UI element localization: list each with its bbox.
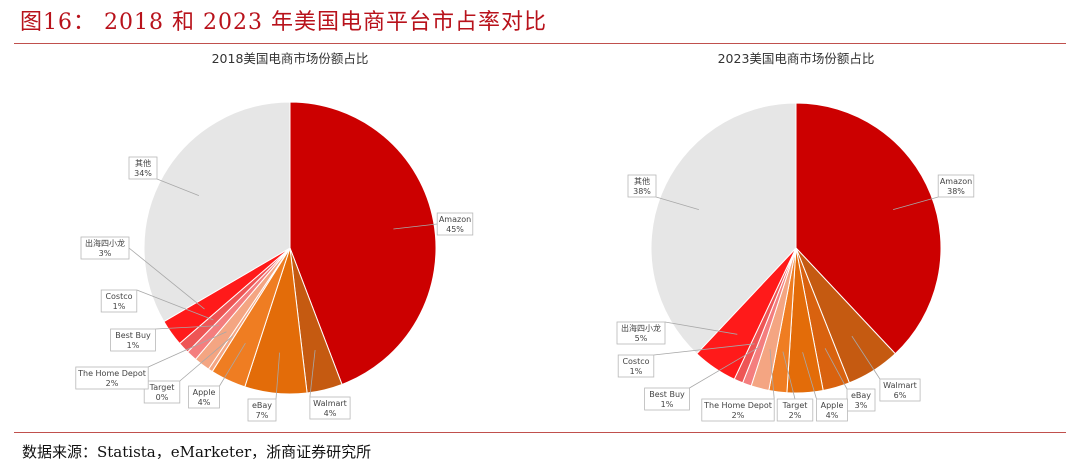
data-label-box (701, 398, 775, 422)
pie-slices (650, 102, 942, 394)
data-label-name: The Home Depot (703, 401, 772, 410)
data-label-name: Target (782, 401, 808, 410)
data-label-box (879, 378, 921, 402)
leader-line (148, 331, 227, 368)
data-label-name: eBay (851, 391, 871, 400)
data-label-name: Walmart (313, 399, 347, 408)
leader-line (655, 196, 700, 210)
data-label-name: 出海四小龙 (621, 323, 661, 333)
data-label-box (80, 236, 130, 260)
leader-line (155, 325, 220, 330)
leader-line (179, 335, 233, 382)
leader-line (309, 350, 316, 398)
data-label-name: Apple (821, 401, 844, 410)
leader-line (824, 348, 848, 390)
data-label-value: 38% (633, 187, 651, 196)
data-label-box (627, 174, 657, 198)
top-divider (14, 43, 1066, 44)
leader-line (782, 351, 796, 400)
pie-slice-amazon (795, 102, 942, 355)
data-label-value: 1% (127, 341, 140, 350)
leader-line (802, 352, 817, 400)
data-label-value: 3% (855, 401, 868, 410)
data-label-box (309, 396, 351, 420)
pie-chart-2018: 2018美国电商市场份额占比Amazon45%Walmart4%eBay7%Ap… (75, 51, 474, 422)
pie-slice-slice-9 (650, 102, 797, 355)
source-note: 数据来源：Statista，eMarketer，浙商证券研究所 (22, 443, 372, 461)
data-label-name: Costco (622, 357, 649, 366)
leader-line (664, 321, 738, 335)
data-label-value: 3% (99, 249, 112, 258)
data-label-name: Target (149, 383, 175, 392)
data-label-name: Walmart (883, 381, 917, 390)
pie-slice-amazon (289, 101, 437, 386)
data-label-value: 4% (826, 411, 839, 420)
data-label-name: eBay (252, 401, 272, 410)
data-label-value: 1% (661, 400, 674, 409)
data-label-name: Best Buy (649, 390, 685, 399)
data-label-name: Amazon (439, 215, 471, 224)
data-label-name: 其他 (135, 158, 151, 168)
data-label-name: 出海四小龙 (85, 238, 125, 248)
data-label-value: 2% (789, 411, 802, 420)
leader-line (128, 247, 205, 310)
data-label-value: 2% (732, 411, 745, 420)
pie-slice-slice-9 (143, 101, 291, 323)
data-label-name: Best Buy (115, 331, 151, 340)
pie-chart-2023: 2023美国电商市场份额占比Amazon38%Walmart6%eBay3%Ap… (616, 51, 975, 422)
leader-line (275, 352, 280, 400)
data-label-value: 38% (947, 187, 965, 196)
figure-title: 图16： 2018 和 2023 年美国电商平台市占率对比 (20, 10, 547, 35)
data-label-box (75, 366, 149, 390)
pie-slices (143, 101, 437, 395)
data-label-box (143, 380, 181, 404)
data-label-value: 0% (156, 393, 169, 402)
leader-line (219, 342, 246, 387)
data-label-box (644, 387, 690, 411)
data-label-value: 34% (134, 169, 152, 178)
leader-line (393, 223, 438, 230)
data-label-name: Apple (193, 388, 216, 397)
data-label-box (937, 174, 975, 198)
chart-title: 2018美国电商市场份额占比 (212, 51, 369, 66)
data-label-value: 45% (446, 225, 464, 234)
leader-line (653, 343, 755, 356)
data-label-value: 4% (324, 409, 337, 418)
data-label-value: 4% (198, 398, 211, 407)
leader-line (851, 335, 881, 380)
leader-line (136, 289, 214, 321)
data-label-box (816, 398, 848, 422)
data-label-box (617, 354, 655, 378)
data-label-box (436, 212, 474, 236)
data-label-value: 6% (894, 391, 907, 400)
data-label-value: 2% (106, 379, 119, 388)
data-label-box (776, 398, 814, 422)
data-label-name: Costco (105, 292, 132, 301)
data-label-box (128, 156, 158, 180)
data-label-name: 其他 (634, 176, 650, 186)
leader-line (156, 178, 200, 196)
leader-line (769, 349, 775, 400)
data-label-value: 7% (256, 411, 269, 420)
data-label-box (616, 321, 666, 345)
chart-title: 2023美国电商市场份额占比 (718, 51, 875, 66)
data-label-name: Amazon (940, 177, 972, 186)
data-label-value: 1% (113, 302, 126, 311)
bottom-divider (14, 432, 1066, 433)
data-label-box (100, 289, 138, 313)
leader-line (892, 196, 939, 210)
data-label-value: 1% (630, 367, 643, 376)
leader-line (689, 345, 761, 389)
pie-labels: Amazon45%Walmart4%eBay7%Apple4%Target0%T… (75, 156, 474, 422)
data-label-name: The Home Depot (77, 369, 146, 378)
data-label-box (188, 385, 220, 409)
data-label-box (110, 328, 156, 352)
pie-labels: Amazon38%Walmart6%eBay3%Apple4%Target2%T… (616, 174, 975, 422)
data-label-value: 5% (635, 334, 648, 343)
data-label-box (247, 398, 277, 422)
